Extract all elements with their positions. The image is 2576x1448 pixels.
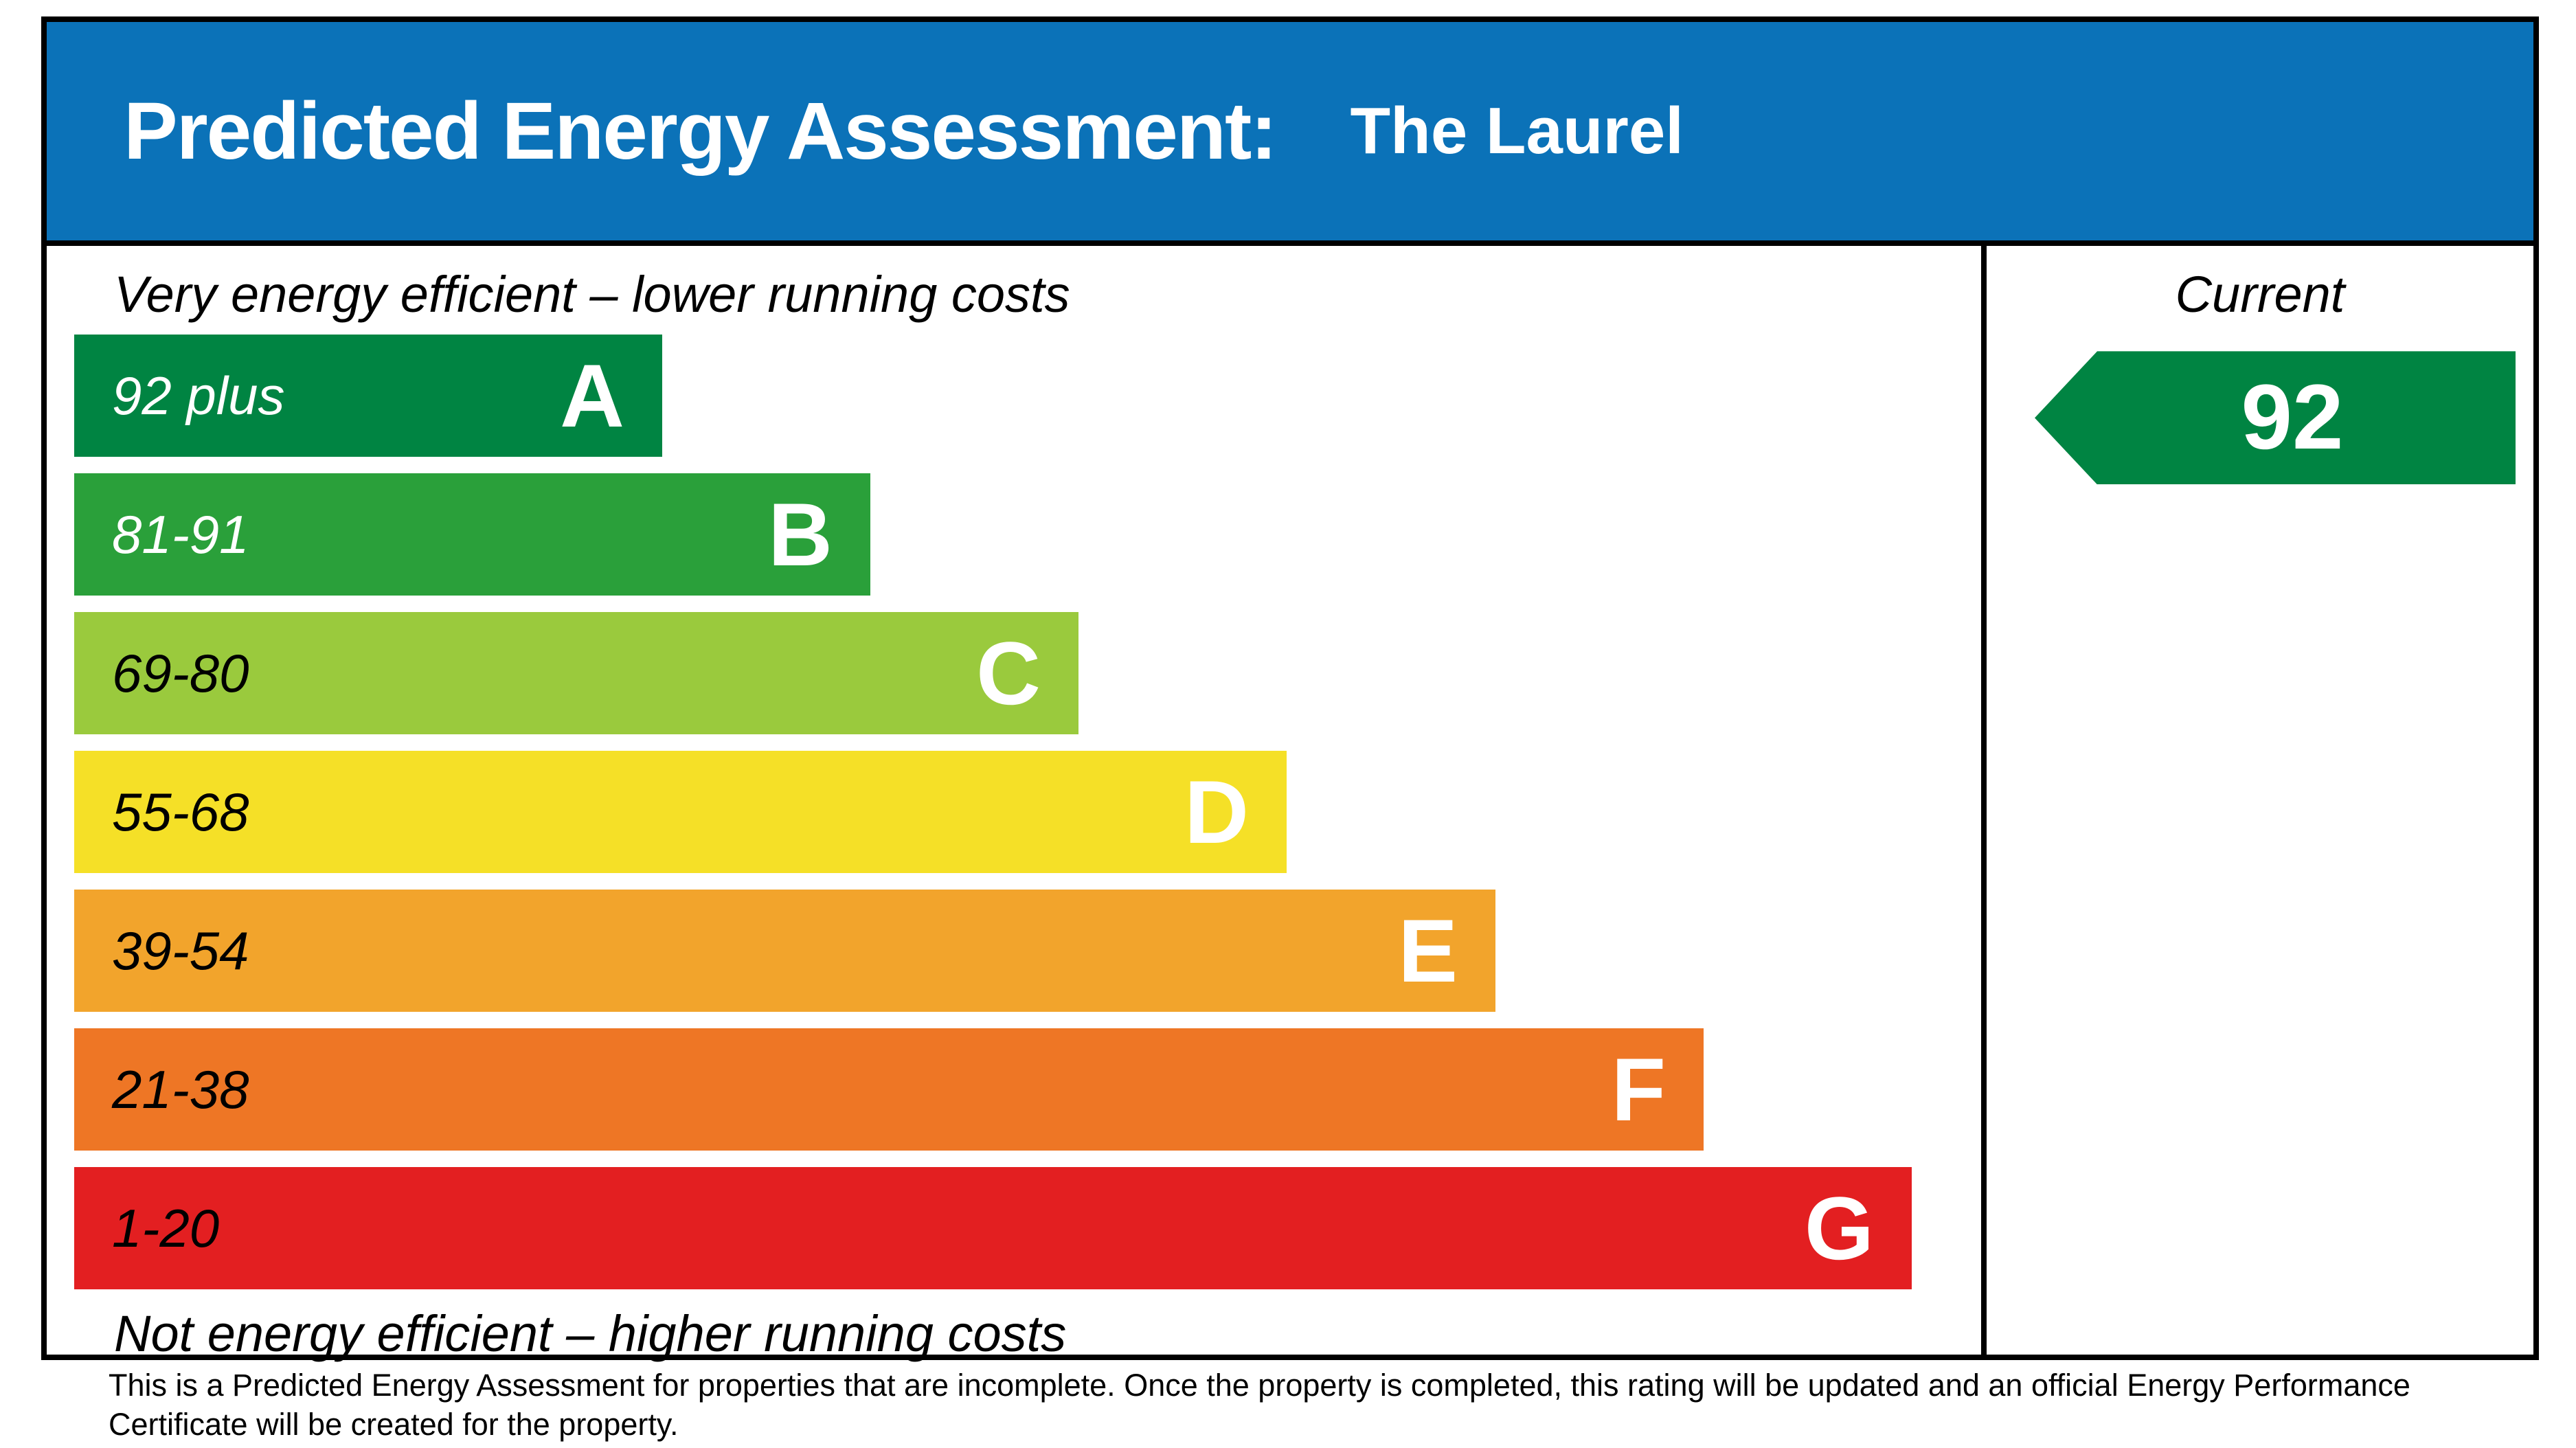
band-g-letter: G [1804,1178,1874,1279]
band-g: 1-20 G [74,1167,1912,1290]
current-column-header: Current [2175,266,2345,323]
band-d-letter: D [1184,762,1249,863]
band-b: 81-91 B [74,473,870,596]
band-d: 55-68 D [74,751,1287,874]
band-c: 69-80 C [74,612,1078,735]
band-b-letter: B [768,484,833,585]
band-c-letter: C [976,623,1041,724]
footnote-line-2: Certificate will be created for the prop… [109,1407,679,1443]
property-name: The Laurel [1350,94,1684,168]
current-rating-value: 92 [2241,366,2344,469]
top-caption: Very energy efficient – lower running co… [114,266,1070,323]
band-b-range: 81-91 [112,504,249,565]
band-a: 92 plus A [74,335,662,457]
current-rating-arrow: 92 [2035,351,2516,485]
header: Predicted Energy Assessment: The Laurel [47,22,2533,246]
bottom-caption: Not energy efficient – higher running co… [114,1305,1067,1363]
rating-bands: 92 plus A 81-91 B 69-80 C 55-68 D [74,335,1981,1290]
footnote-line-1: This is a Predicted Energy Assessment fo… [109,1368,2410,1403]
current-rating-panel: Current 92 [1981,246,2533,1355]
band-f-range: 21-38 [112,1059,249,1120]
band-g-range: 1-20 [112,1198,220,1259]
band-e-range: 39-54 [112,920,249,982]
page-title: Predicted Energy Assessment: [124,86,1278,177]
rating-scale-panel: Very energy efficient – lower running co… [47,246,1981,1362]
chart-body: Very energy efficient – lower running co… [47,246,2533,1362]
footnote: This is a Predicted Energy Assessment fo… [109,1366,2533,1444]
band-e: 39-54 E [74,890,1495,1013]
energy-assessment-certificate: Predicted Energy Assessment: The Laurel … [41,16,2539,1362]
band-a-letter: A [560,346,624,446]
band-f: 21-38 F [74,1028,1704,1151]
band-c-range: 69-80 [112,643,249,704]
band-a-range: 92 plus [112,365,285,427]
band-f-letter: F [1611,1039,1666,1140]
band-e-letter: E [1398,901,1458,1002]
band-d-range: 55-68 [112,782,249,843]
